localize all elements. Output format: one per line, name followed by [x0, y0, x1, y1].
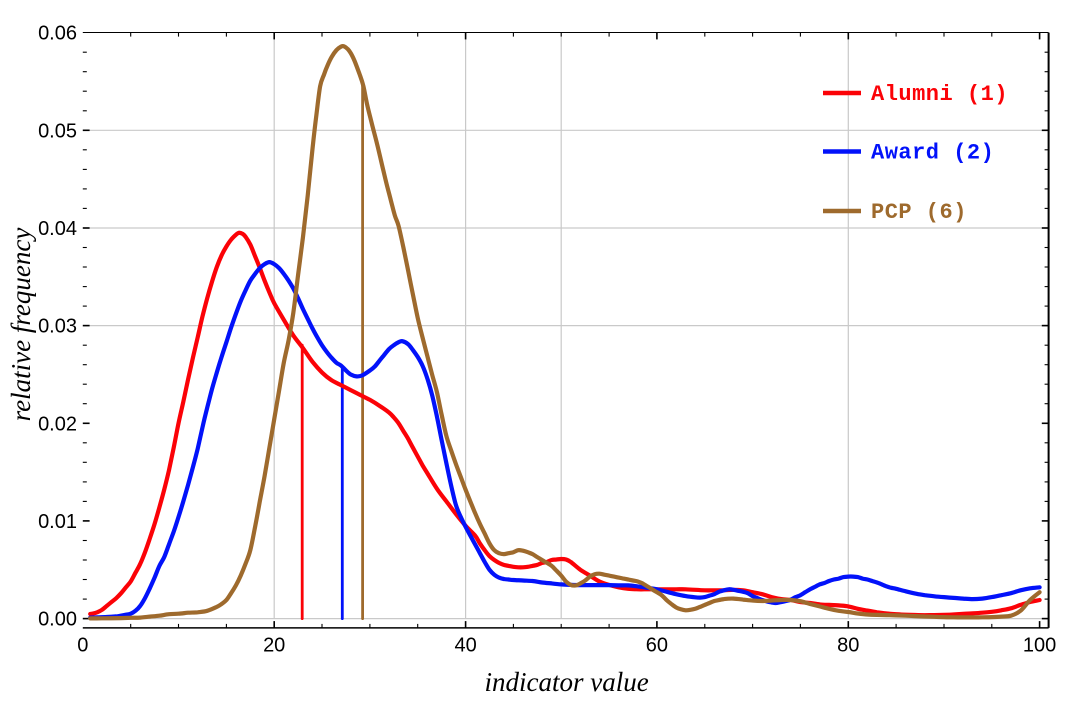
svg-text:PCP (6): PCP (6)	[871, 200, 967, 225]
svg-text:relative frequency: relative frequency	[6, 228, 36, 422]
svg-text:40: 40	[454, 635, 476, 657]
svg-text:0: 0	[77, 635, 88, 657]
svg-text:0.00: 0.00	[38, 609, 77, 631]
svg-text:20: 20	[263, 635, 285, 657]
svg-text:indicator value: indicator value	[484, 667, 648, 697]
svg-text:60: 60	[646, 635, 668, 657]
svg-text:Alumni (1): Alumni (1)	[871, 82, 1008, 107]
svg-text:0.01: 0.01	[38, 511, 77, 533]
svg-text:80: 80	[837, 635, 859, 657]
svg-text:Award (2): Award (2)	[871, 140, 994, 165]
svg-text:0.03: 0.03	[38, 316, 77, 338]
svg-text:0.05: 0.05	[38, 120, 77, 142]
svg-text:0.04: 0.04	[38, 218, 77, 240]
svg-text:0.02: 0.02	[38, 413, 77, 435]
svg-text:100: 100	[1023, 635, 1056, 657]
svg-text:0.06: 0.06	[38, 23, 77, 45]
